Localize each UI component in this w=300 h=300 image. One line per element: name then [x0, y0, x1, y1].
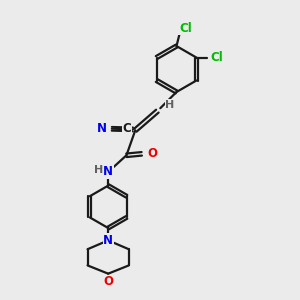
Text: Cl: Cl	[179, 22, 192, 35]
Text: N: N	[103, 234, 113, 247]
Text: H: H	[94, 165, 103, 175]
Text: Cl: Cl	[211, 51, 224, 64]
Text: C: C	[123, 122, 131, 135]
Text: N: N	[96, 122, 106, 135]
Text: O: O	[147, 147, 157, 160]
Text: H: H	[165, 100, 174, 110]
Text: N: N	[103, 165, 113, 178]
Text: O: O	[103, 275, 113, 288]
